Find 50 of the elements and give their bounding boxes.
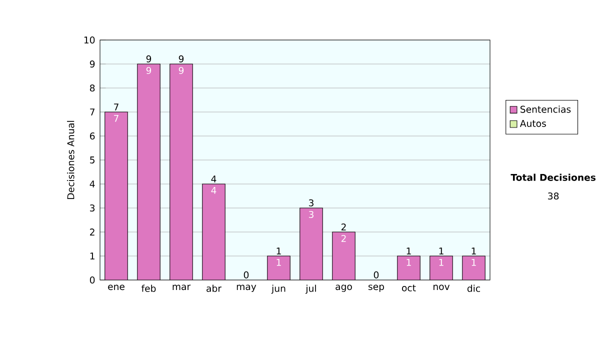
data-label: 1 [472,258,476,266]
x-tick-label: jun [271,284,286,294]
text: Total Decisiones [510,174,596,181]
total-label: 3 [308,199,314,206]
y-tick-label: 10 [84,36,95,44]
y-tick-label: 6 [90,132,95,140]
legend-label: Autos [520,120,546,127]
total-label: 9 [146,55,152,62]
x-tick-label: abr [206,284,222,292]
data-label: 9 [178,66,184,74]
x-tick-label: jul [306,284,316,294]
y-tick-label: 7 [90,108,94,116]
y-tick-label: 2 [90,228,94,236]
x-tick-label: oct [402,284,416,292]
y-tick-label: 5 [90,156,94,164]
data-label: 3 [308,210,314,218]
y-tick-label: 1 [90,252,94,260]
x-tick-label: ene [108,284,124,290]
total-label: 2 [341,223,346,230]
y-tick-label: 3 [90,204,95,212]
text: 38 [548,192,559,200]
total-label: 7 [114,104,118,110]
total-label: 1 [439,248,444,254]
y-tick-label: 9 [90,60,95,68]
x-tick-label: nov [434,284,450,290]
total-label: 4 [211,176,216,182]
y-tick-label: 0 [90,276,95,284]
data-label: 1 [276,258,281,266]
total-label: 1 [406,248,411,254]
y-axis-title: Decisiones Anual [67,120,74,199]
legend-label: Sentencias [520,106,571,113]
x-tick-label: sep [368,284,384,292]
total-label: 1 [276,248,281,254]
y-tick-label: 4 [90,180,95,188]
x-tick-label: may [236,284,256,292]
data-label: 1 [406,258,411,266]
total-label: 0 [374,271,379,278]
x-tick-label: mar [172,284,191,290]
data-label: 7 [114,114,118,122]
x-tick-label: feb [141,284,156,292]
total-label: 9 [178,55,184,62]
x-tick-label: ago [336,284,352,292]
total-label: 1 [472,248,476,254]
data-label: 4 [211,186,216,194]
data-label: 9 [146,66,152,74]
total-label: 0 [244,271,249,278]
y-tick-label: 8 [90,84,95,92]
data-label: 2 [341,234,346,242]
data-label: 1 [439,258,444,266]
x-tick-label: dic [467,284,480,292]
